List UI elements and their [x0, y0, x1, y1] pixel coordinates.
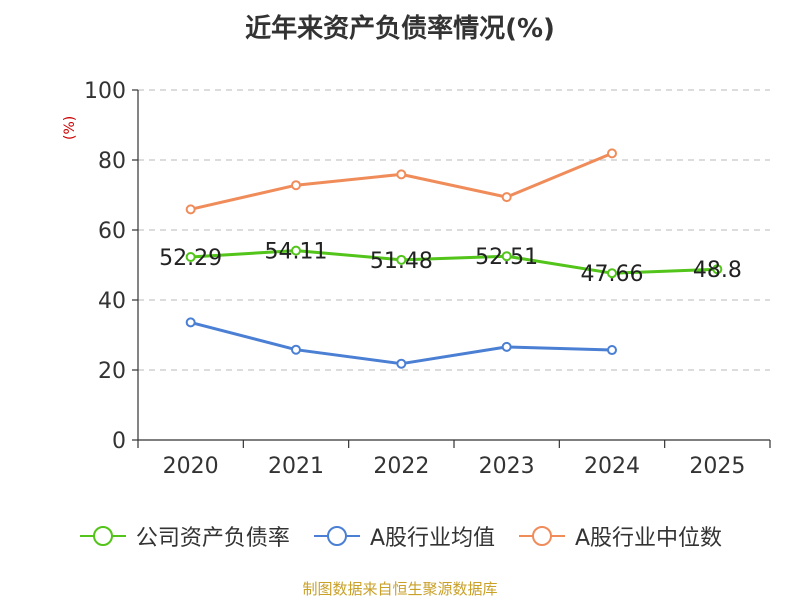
series-0-point-2025 — [712, 264, 723, 275]
data-label-2024: 47.66 — [581, 262, 644, 287]
legend-marker-industry-median — [519, 526, 565, 546]
chart-title: 近年来资产负债率情况(%) — [245, 14, 555, 44]
y-tick-label-60: 60 — [98, 219, 126, 244]
data-source-note: 制图数据来自恒生聚源数据库 — [302, 580, 498, 598]
data-label-2025: 48.8 — [693, 258, 742, 283]
series-2-point-2020 — [185, 204, 196, 215]
series-2-point-2024 — [607, 148, 617, 159]
series-line-0 — [190, 249, 718, 275]
legend-label-industry-mean: A股行业均值 — [369, 526, 495, 551]
x-tick-label-2022: 2022 — [373, 454, 429, 479]
y-tick-label-80: 80 — [98, 149, 126, 174]
series-0-point-2023 — [501, 251, 512, 262]
legend-item-company[interactable]: 公司资产负债率 — [78, 520, 290, 552]
series-0-point-2020 — [185, 251, 196, 262]
legend-marker-industry-mean — [313, 526, 360, 546]
series-1-point-2024 — [607, 345, 617, 356]
series-2-point-2022 — [396, 169, 407, 180]
series-0-point-2021 — [291, 245, 301, 256]
y-tick-label-0: 0 — [112, 429, 126, 454]
series-line-2 — [190, 151, 613, 211]
series-1-point-2023 — [501, 341, 512, 352]
x-tick-label-2023: 2023 — [479, 454, 535, 479]
x-tick-label-2025: 2025 — [689, 454, 745, 479]
legend: 公司资产负债率 A股行业均值 A股行业中位数 — [0, 520, 800, 552]
legend-item-industry-median[interactable]: A股行业中位数 — [517, 520, 722, 552]
y-tick-label-100: 100 — [84, 79, 126, 104]
data-label-2023: 52.51 — [475, 245, 538, 270]
series-line-1 — [190, 320, 613, 366]
legend-label-company: 公司资产负债率 — [135, 526, 290, 551]
data-label-2022: 51.48 — [370, 249, 433, 274]
y-tick-label-20: 20 — [98, 359, 126, 384]
series-1-point-2021 — [291, 344, 301, 355]
series-1-point-2020 — [185, 317, 196, 328]
series-0-point-2024 — [607, 268, 617, 279]
series-1-point-2022 — [396, 358, 407, 369]
x-tick-label-2024: 2024 — [584, 454, 640, 479]
series-0-point-2022 — [396, 254, 407, 265]
legend-marker-company — [79, 526, 126, 546]
y-tick-label-40: 40 — [98, 289, 126, 314]
x-tick-label-2021: 2021 — [268, 454, 324, 479]
x-tick-label-2020: 2020 — [163, 454, 219, 479]
legend-label-industry-median: A股行业中位数 — [575, 526, 723, 551]
data-label-2020: 52.29 — [159, 246, 222, 271]
series-2-point-2023 — [501, 192, 512, 203]
series-2-point-2021 — [291, 180, 301, 191]
legend-item-industry-mean[interactable]: A股行业均值 — [312, 520, 495, 552]
data-label-2021: 54.11 — [265, 240, 328, 265]
